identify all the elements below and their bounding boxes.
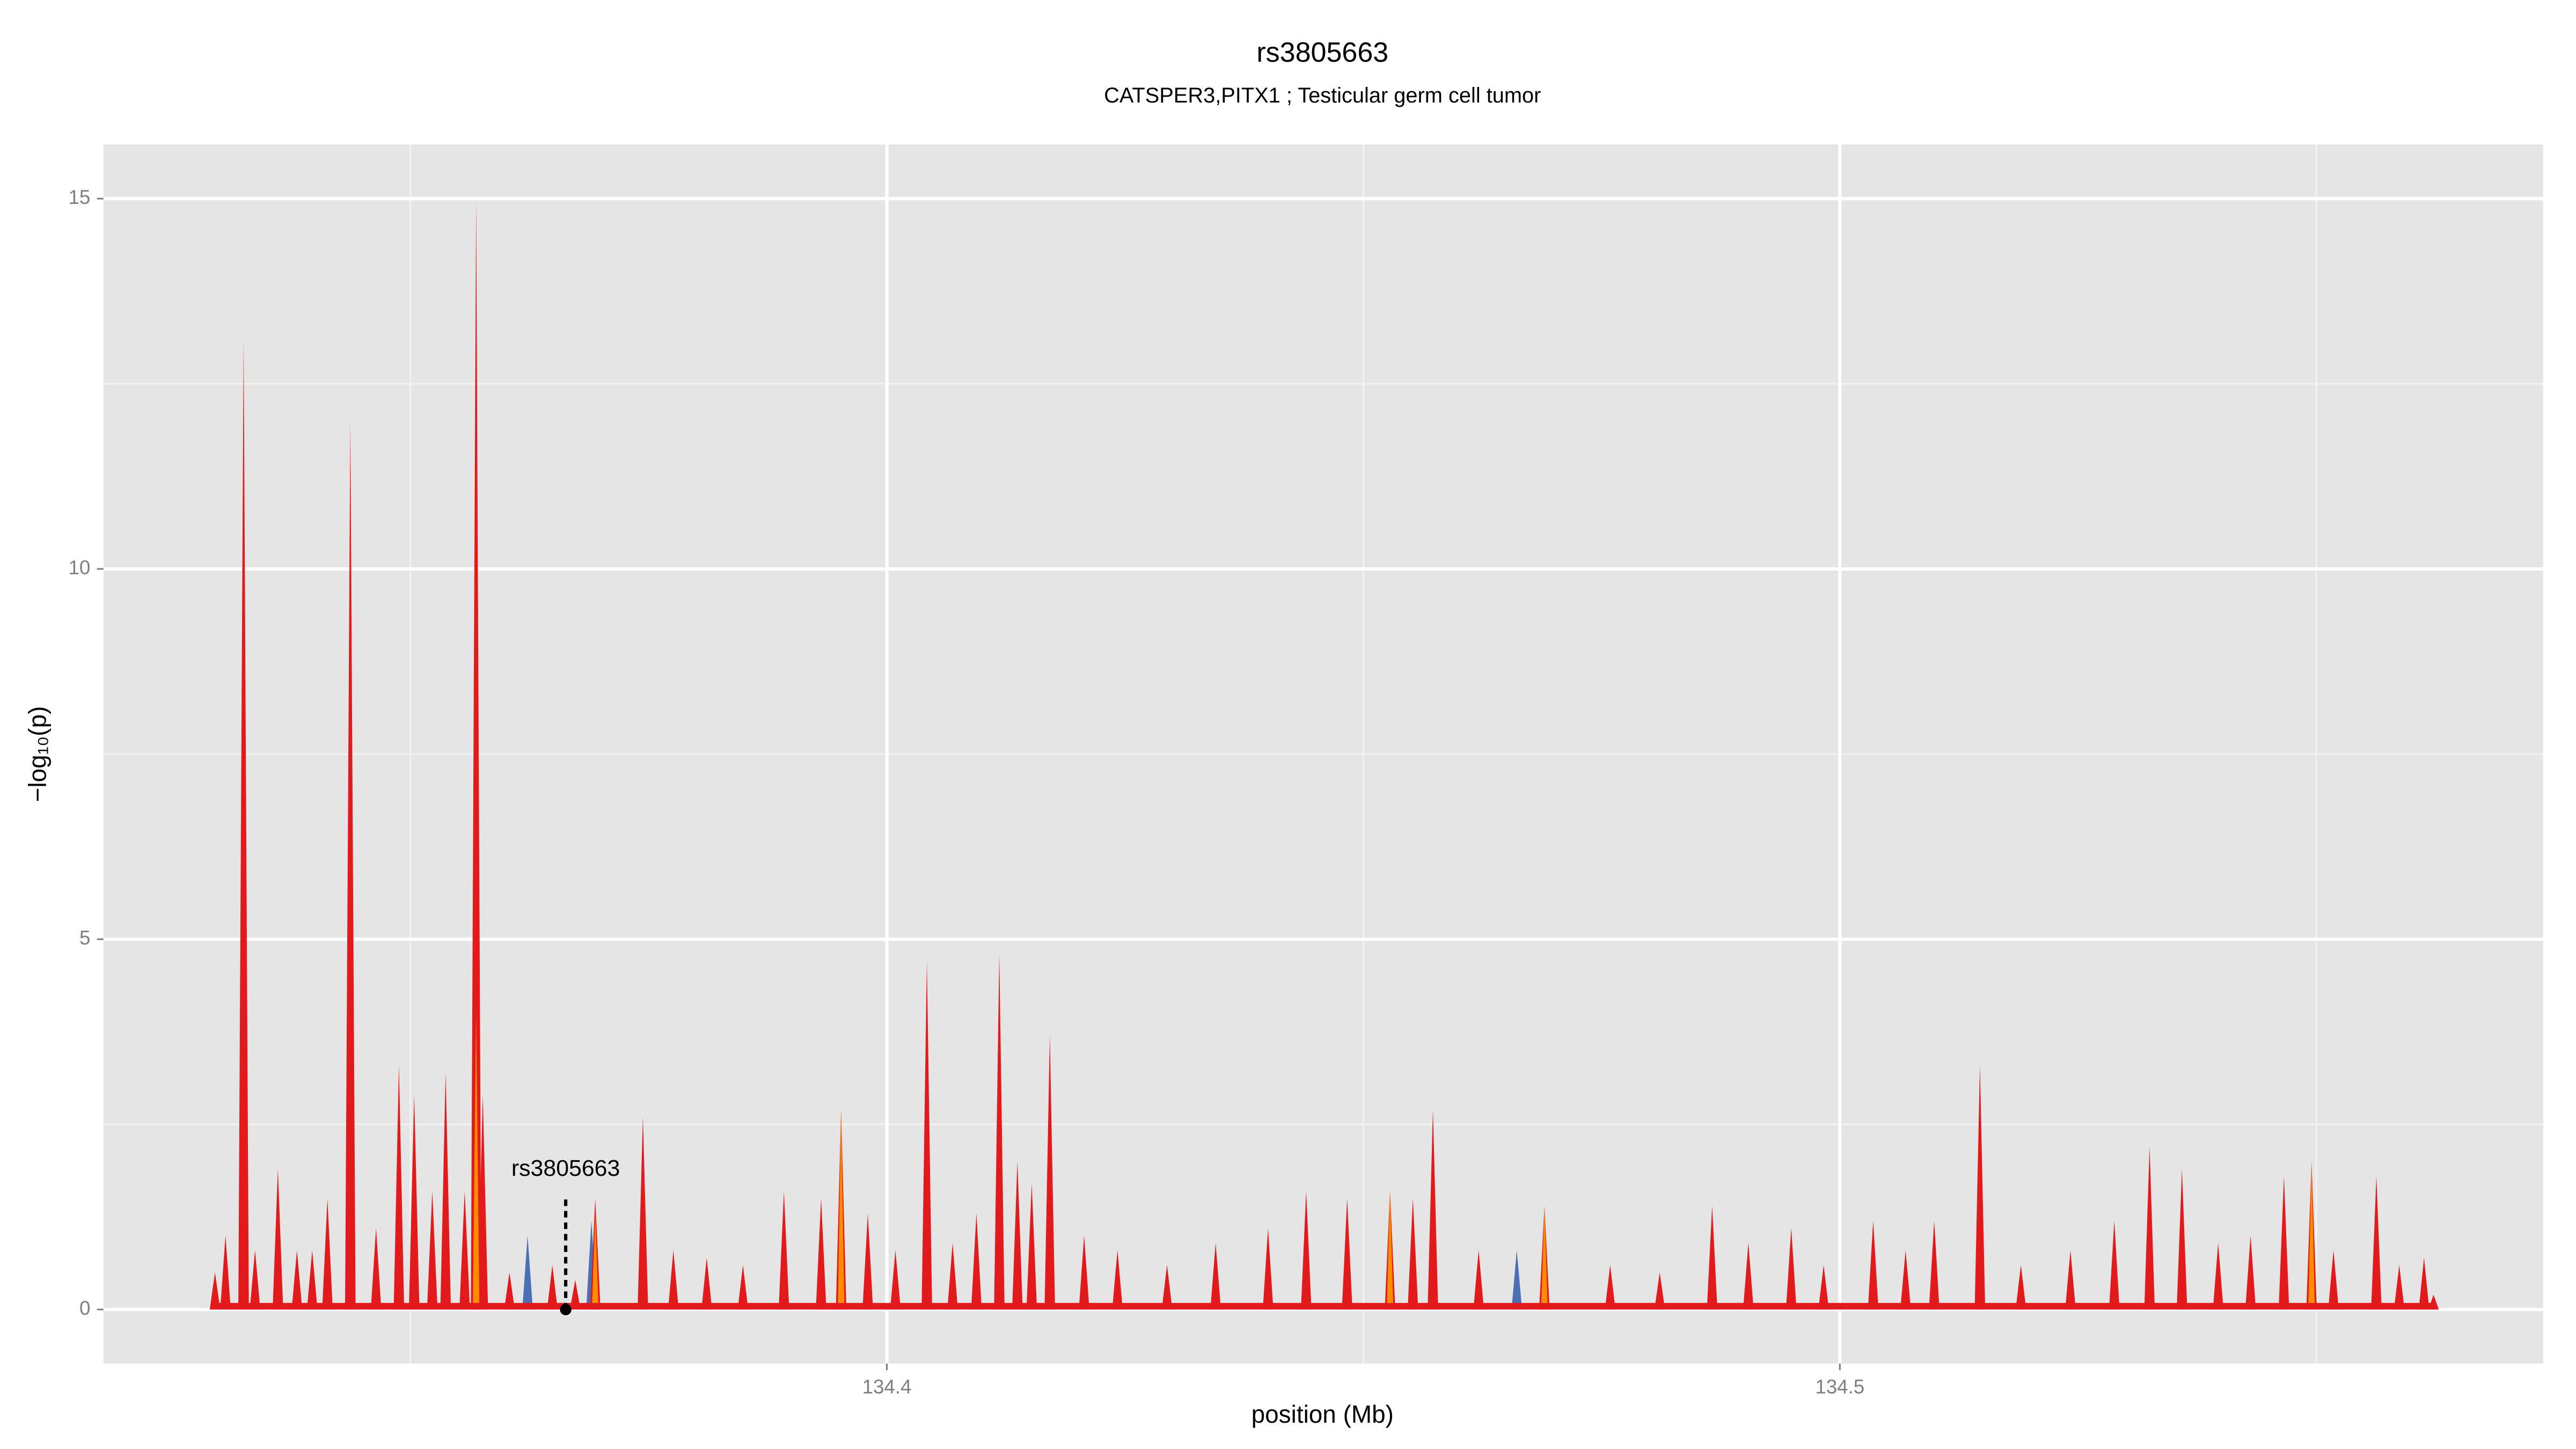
x-axis-label: position (Mb)	[1252, 1400, 1394, 1428]
y-tick-label: 5	[79, 927, 90, 949]
spike	[2176, 1168, 2187, 1310]
spike	[890, 1250, 901, 1310]
spike	[1511, 1250, 1523, 1310]
x-tick-label: 134.5	[1815, 1375, 1864, 1397]
spike	[2419, 1257, 2429, 1310]
spike	[522, 1235, 533, 1310]
spike	[1900, 1250, 1911, 1310]
spike	[592, 1213, 599, 1310]
spike	[1974, 1065, 1986, 1310]
spike	[1210, 1242, 1221, 1310]
spike	[2144, 1146, 2155, 1310]
spike	[477, 1094, 488, 1310]
spike	[408, 1094, 420, 1310]
spike	[921, 961, 932, 1310]
chart-title: rs3805663	[1256, 37, 1388, 68]
spike	[1044, 1035, 1055, 1310]
spike	[1112, 1250, 1123, 1310]
spike	[668, 1250, 679, 1310]
spike	[570, 1279, 581, 1310]
spike	[1026, 1183, 1037, 1310]
spike	[547, 1265, 558, 1310]
spike	[862, 1213, 873, 1310]
spike	[459, 1191, 470, 1310]
spike	[2328, 1250, 2339, 1310]
spike	[1818, 1265, 1829, 1310]
spike	[393, 1065, 405, 1310]
spike	[2308, 1161, 2315, 1310]
spike	[440, 1072, 451, 1310]
spike	[778, 1191, 789, 1310]
spike	[1161, 1265, 1173, 1310]
annotation-label: rs3805663	[511, 1155, 620, 1181]
y-tick-label: 10	[69, 557, 91, 579]
y-tick-label: 15	[69, 186, 91, 208]
spike	[1301, 1191, 1312, 1310]
spike	[1605, 1265, 1616, 1310]
spike	[1079, 1235, 1089, 1310]
spike	[1743, 1242, 1754, 1310]
spike	[638, 1117, 648, 1310]
spike	[209, 1272, 221, 1310]
spike	[1654, 1272, 1665, 1310]
spike	[701, 1257, 712, 1310]
spike	[1407, 1198, 1418, 1310]
spike	[322, 1198, 333, 1310]
spike	[994, 954, 1005, 1310]
spike	[238, 339, 249, 1310]
spike	[2213, 1242, 2224, 1310]
y-axis-label: −log₁₀(p)	[24, 706, 52, 802]
spike	[250, 1250, 260, 1310]
spike	[947, 1242, 958, 1310]
spike	[2278, 1176, 2289, 1310]
spike	[1707, 1205, 1718, 1310]
spike	[1868, 1220, 1879, 1310]
spike	[1929, 1220, 1940, 1310]
spike	[2015, 1265, 2026, 1310]
spike	[473, 1013, 480, 1310]
x-tick-label: 134.4	[862, 1375, 912, 1397]
spike	[291, 1250, 303, 1310]
spike	[816, 1198, 826, 1310]
spike	[427, 1191, 438, 1310]
spike	[2371, 1176, 2382, 1310]
spike	[1386, 1191, 1394, 1310]
spike	[220, 1235, 231, 1310]
y-tick-label: 0	[79, 1297, 90, 1319]
spike	[1428, 1109, 1438, 1310]
spike	[306, 1250, 318, 1310]
spike	[838, 1109, 845, 1310]
spike	[1342, 1198, 1353, 1310]
spike	[273, 1168, 283, 1310]
annotation-point	[560, 1304, 572, 1315]
chart-subtitle: CATSPER3,PITX1 ; Testicular germ cell tu…	[1104, 84, 1541, 107]
spike	[1785, 1228, 1797, 1310]
spike	[737, 1265, 749, 1310]
spike	[1263, 1228, 1274, 1310]
spike	[471, 199, 481, 1310]
spike	[2109, 1220, 2120, 1310]
spike	[1473, 1250, 1484, 1310]
spike	[1541, 1205, 1548, 1310]
spike	[971, 1213, 982, 1310]
spike	[345, 421, 356, 1310]
spike	[1012, 1161, 1023, 1310]
spike	[2394, 1265, 2405, 1310]
spike	[2245, 1235, 2256, 1310]
baseline-fill	[215, 1302, 2434, 1310]
spike	[2065, 1250, 2076, 1310]
spike	[504, 1272, 515, 1310]
spike	[370, 1228, 382, 1310]
